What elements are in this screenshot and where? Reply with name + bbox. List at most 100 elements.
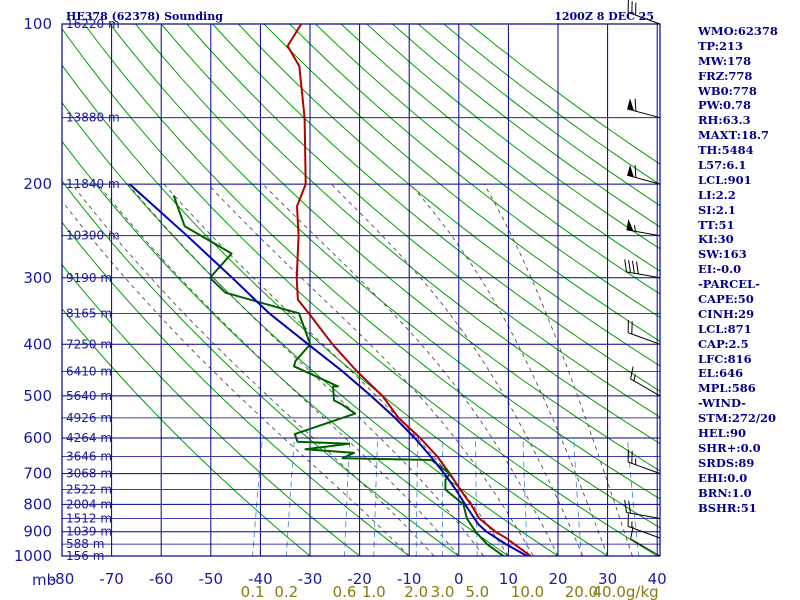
height-label: 6410 m [66, 365, 112, 379]
sounding-time: 1200Z 8 DEC 25 [554, 10, 654, 23]
wind-barb-staff [627, 461, 661, 475]
height-label: 3068 m [66, 467, 112, 481]
mixing-ratio-label: 0.6 [333, 583, 357, 600]
temperature-tick-label: -70 [99, 570, 124, 588]
wind-barb-pennant [627, 98, 634, 111]
wind-barb-pennant [627, 164, 634, 178]
index-item: MAXT:18.7 [698, 128, 769, 143]
temperature-tick-label: 40 [648, 570, 667, 588]
wind-barb [627, 0, 661, 25]
dry-adiabat [289, 24, 660, 319]
height-label: 13880 m [66, 111, 120, 125]
height-label: 4926 m [66, 411, 112, 425]
wind-barb-flag [630, 526, 634, 540]
adiabat-lines [62, 24, 660, 556]
height-label: 2004 m [66, 497, 112, 511]
mixing-ratio-label: 3.0 [431, 583, 455, 600]
wind-barb-flag [628, 500, 631, 514]
wind-barb-pennant [626, 219, 634, 231]
mixing-ratio-label: 2.0 [404, 583, 428, 600]
dry-adiabat [315, 24, 660, 295]
temperature-tick-label: 20 [548, 570, 567, 588]
moist-adiabat [163, 183, 509, 556]
dry-adiabat [62, 221, 411, 556]
mixing-ratio-line [475, 438, 478, 556]
index-item: -PARCEL- [698, 277, 760, 292]
plot-frame [61, 23, 661, 557]
dry-adiabat [62, 180, 460, 556]
temperature-tick-label: -30 [298, 570, 323, 588]
pressure-tick-label: 200 [23, 175, 52, 193]
height-labels: 16220 m 13880 m 11840 m 10390 m 9190 m 8165 m… [66, 17, 120, 563]
temperature-tick-label: -50 [199, 570, 224, 588]
dry-adiabat [160, 24, 660, 445]
parcel-line [128, 183, 530, 556]
mixing-ratio-line [415, 437, 419, 556]
pressure-tick-label: 800 [23, 495, 52, 513]
temperature-tick-label: -80 [50, 570, 75, 588]
temperature-tick-label: -40 [248, 570, 273, 588]
temperature-tick-label: 30 [598, 570, 617, 588]
wind-barb-half-flag [633, 374, 636, 382]
wind-barb-flag [628, 260, 631, 273]
wind-barb-flag [634, 98, 637, 112]
index-item: BRN:1.0 [698, 485, 752, 500]
index-item: EL:646 [698, 366, 744, 381]
pressure-tick-label: 100 [23, 15, 52, 33]
mixing-ratio-line [522, 437, 528, 556]
wind-barb [627, 164, 661, 185]
moist-adiabat [97, 183, 460, 556]
moist-adiabat [71, 183, 435, 556]
wind-barb-staff [626, 271, 661, 279]
index-item: CAP:2.5 [698, 336, 749, 351]
height-label: 7250 m [66, 337, 112, 351]
wind-barb-staff [626, 229, 661, 237]
index-item: LCL:901 [698, 172, 752, 187]
wind-barb-flag [624, 499, 627, 513]
dry-adiabat [135, 24, 660, 472]
index-item: RH:63.3 [698, 113, 751, 128]
mixing-ratio-line [285, 437, 295, 556]
wind-barb [624, 259, 661, 279]
index-item: TT:51 [698, 217, 735, 232]
index-item: LFC:816 [698, 351, 752, 366]
index-item: WB0:778 [698, 83, 757, 98]
wind-barb [626, 219, 661, 237]
mixing-ratio-label: 5.0 [465, 583, 489, 600]
dry-adiabat [62, 64, 609, 556]
pressure-tick-label: 1000 [14, 547, 52, 565]
temperature-tick-label: -60 [149, 570, 174, 588]
dry-adiabat [263, 24, 660, 342]
index-item: PW:0.78 [698, 98, 752, 113]
temperature-line [286, 24, 533, 556]
wind-barb [627, 513, 661, 539]
dry-adiabat [109, 24, 660, 500]
index-item: TH:5484 [698, 143, 754, 158]
height-label: 11840 m [66, 177, 120, 191]
index-item: HEL:90 [698, 426, 746, 441]
height-label: 1039 m [66, 525, 112, 539]
sounding-series [128, 24, 533, 556]
index-item: SW:163 [698, 247, 747, 262]
moist-adiabat [409, 183, 609, 556]
wind-barb-staff [627, 332, 661, 345]
index-item: MW:178 [698, 53, 752, 68]
index-item: BSHR:51 [698, 500, 757, 515]
wind-barb [627, 449, 661, 475]
wind-barb [627, 319, 661, 345]
height-label: 9190 m [66, 271, 112, 285]
temperature-tick-label: -10 [397, 570, 422, 588]
temperature-axis-labels: -80 -70 -60 -50 -40 -30 -20 -10 0 10 20 30 40 [50, 570, 667, 588]
moist-adiabat [127, 183, 484, 556]
wind-barbs [624, 0, 661, 557]
mixing-ratio-line [344, 437, 351, 556]
wind-barb-staff [627, 11, 661, 25]
mixing-ratio-label: 20.0 [565, 583, 598, 600]
index-item: LI:2.2 [698, 187, 736, 202]
index-item: STM:272/20 [698, 411, 777, 426]
height-label: 1512 m [66, 512, 112, 526]
mixing-ratio-label: 0.1 [241, 583, 265, 600]
index-item: CAPE:50 [698, 292, 754, 307]
wind-barb [627, 98, 661, 119]
